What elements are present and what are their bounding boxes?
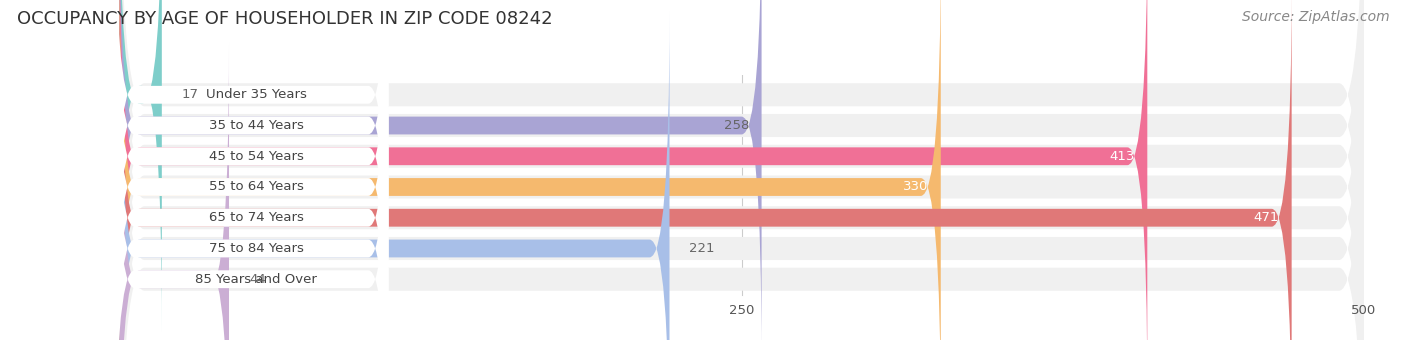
FancyBboxPatch shape [120,0,941,340]
FancyBboxPatch shape [120,42,229,340]
Text: 75 to 84 Years: 75 to 84 Years [209,242,304,255]
Text: 471: 471 [1254,211,1279,224]
FancyBboxPatch shape [114,0,388,340]
FancyBboxPatch shape [120,0,1364,340]
FancyBboxPatch shape [114,0,388,332]
FancyBboxPatch shape [120,0,1364,340]
Text: Source: ZipAtlas.com: Source: ZipAtlas.com [1241,10,1389,24]
Text: 413: 413 [1109,150,1135,163]
FancyBboxPatch shape [120,0,1147,340]
FancyBboxPatch shape [114,0,388,340]
Text: 55 to 64 Years: 55 to 64 Years [209,181,304,193]
FancyBboxPatch shape [120,0,1364,340]
Text: 17: 17 [181,88,198,101]
FancyBboxPatch shape [120,0,1292,340]
FancyBboxPatch shape [120,0,1364,340]
Text: 45 to 54 Years: 45 to 54 Years [209,150,304,163]
FancyBboxPatch shape [120,0,162,332]
Text: OCCUPANCY BY AGE OF HOUSEHOLDER IN ZIP CODE 08242: OCCUPANCY BY AGE OF HOUSEHOLDER IN ZIP C… [17,10,553,28]
FancyBboxPatch shape [114,12,388,340]
Text: 258: 258 [724,119,749,132]
FancyBboxPatch shape [120,0,762,340]
Text: 44: 44 [249,273,266,286]
FancyBboxPatch shape [120,0,1364,340]
FancyBboxPatch shape [120,12,669,340]
Text: 330: 330 [903,181,928,193]
Text: 85 Years and Over: 85 Years and Over [195,273,318,286]
FancyBboxPatch shape [120,0,1364,340]
Text: 65 to 74 Years: 65 to 74 Years [209,211,304,224]
FancyBboxPatch shape [120,0,1364,340]
Text: 221: 221 [689,242,714,255]
FancyBboxPatch shape [114,0,388,340]
FancyBboxPatch shape [114,42,388,340]
Text: 35 to 44 Years: 35 to 44 Years [209,119,304,132]
FancyBboxPatch shape [114,0,388,340]
Text: Under 35 Years: Under 35 Years [205,88,307,101]
